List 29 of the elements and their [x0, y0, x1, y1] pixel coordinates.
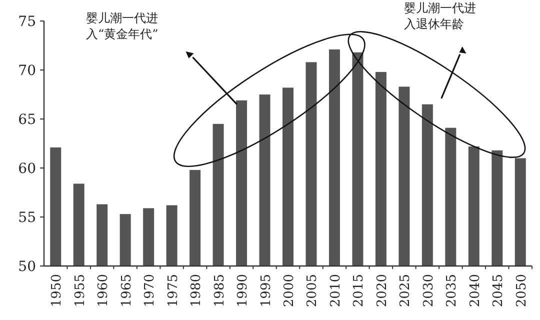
x-tick-label: 2025 — [398, 274, 414, 308]
y-tick-label: 60 — [18, 161, 36, 177]
x-tick-label: 2030 — [421, 274, 436, 308]
x-tick-label: 2000 — [282, 274, 297, 308]
y-tick-label: 50 — [18, 259, 36, 275]
x-tick-label: 1965 — [119, 274, 134, 308]
x-tick-label: 2015 — [352, 274, 367, 308]
x-tick-label: 1955 — [72, 274, 88, 308]
x-tick-label: 2040 — [468, 274, 483, 308]
annotation: 婴儿潮一代进入“黄金年代” — [86, 11, 158, 41]
x-tick-label: 1980 — [189, 274, 204, 308]
x-tick-label: 2020 — [374, 274, 390, 308]
y-tick-label: 65 — [18, 112, 36, 128]
x-tick-label: 1975 — [166, 274, 181, 308]
y-tick-label: 75 — [18, 14, 36, 30]
x-tick-label: 2005 — [305, 274, 320, 308]
x-tick-label: 1995 — [258, 274, 274, 308]
x-tick-label: 2045 — [491, 274, 506, 308]
annotation: 婴儿潮一代进入退休年龄 — [404, 1, 476, 31]
x-tick-label: 2035 — [444, 274, 460, 308]
x-tick-label: 1985 — [212, 274, 228, 308]
x-tick-label: 2010 — [328, 274, 344, 308]
x-tick-label: 1960 — [96, 274, 112, 308]
y-tick-label: 70 — [18, 63, 36, 79]
y-tick-label: 55 — [18, 210, 36, 226]
x-tick-label: 2050 — [514, 274, 530, 308]
x-tick-label: 1950 — [50, 274, 65, 308]
x-tick-label: 1990 — [236, 274, 251, 308]
x-tick-label: 1970 — [142, 274, 158, 308]
